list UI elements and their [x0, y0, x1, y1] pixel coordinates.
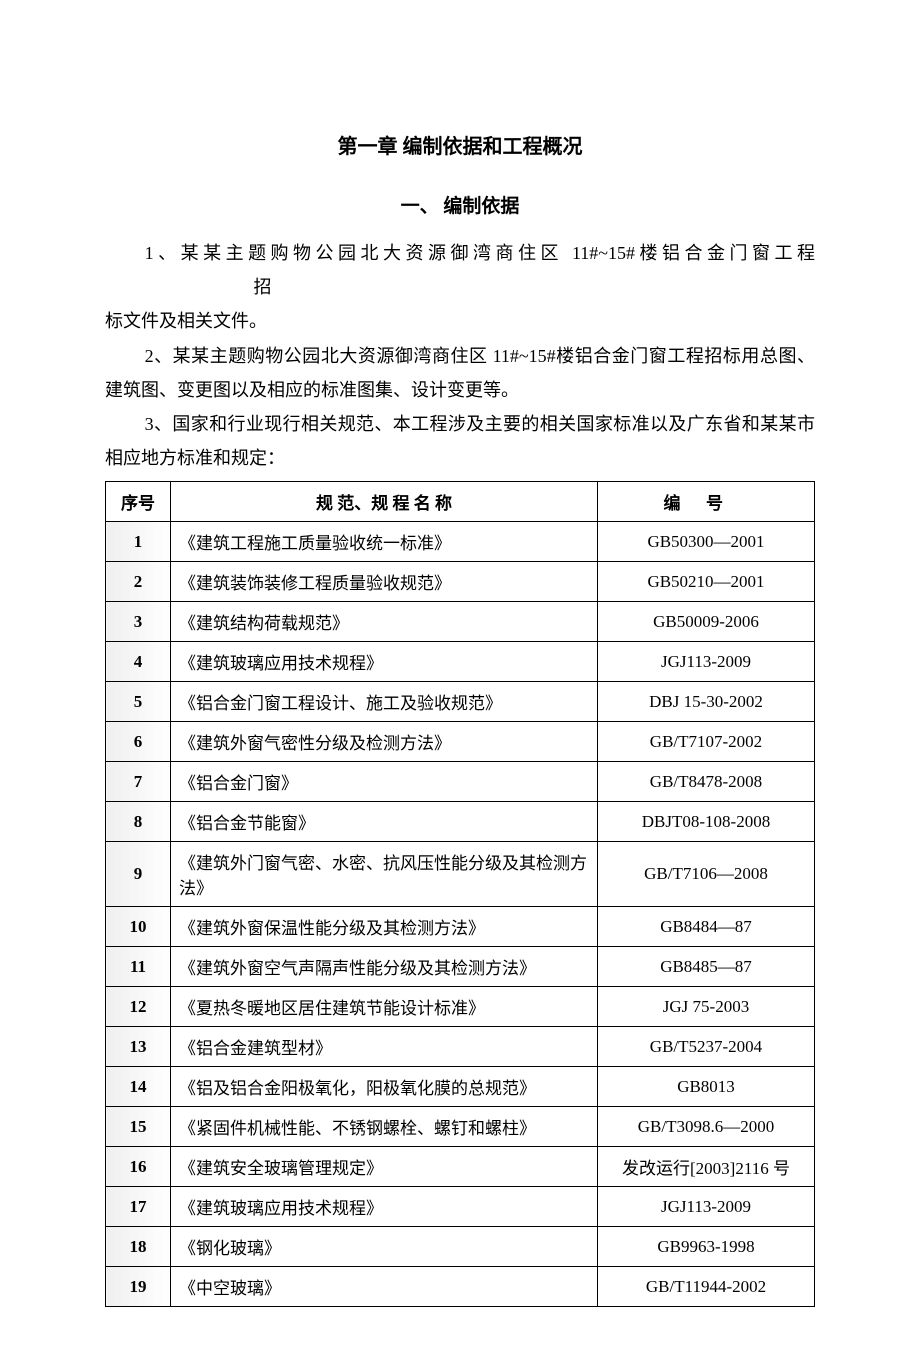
- paragraph-1-text-a: 1、某某主题购物公园北大资源御湾商住区 11#~15#楼铝合金门窗工程: [145, 243, 815, 263]
- table-row: 3《建筑结构荷载规范》GB50009-2006: [106, 602, 815, 642]
- table-cell-code: GB/T8478-2008: [598, 762, 815, 802]
- table-cell-seq: 4: [106, 642, 171, 682]
- table-cell-name: 《建筑外门窗气密、水密、抗风压性能分级及其检测方法》: [171, 842, 598, 907]
- table-row: 2《建筑装饰装修工程质量验收规范》GB50210—2001: [106, 562, 815, 602]
- table-row: 15《紧固件机械性能、不锈钢螺栓、螺钉和螺柱》GB/T3098.6—2000: [106, 1107, 815, 1147]
- chapter-title: 第一章 编制依据和工程概况: [105, 130, 815, 159]
- table-cell-code: GB/T7106—2008: [598, 842, 815, 907]
- table-row: 5《铝合金门窗工程设计、施工及验收规范》DBJ 15-30-2002: [106, 682, 815, 722]
- table-cell-name: 《建筑玻璃应用技术规程》: [171, 1187, 598, 1227]
- table-cell-seq: 9: [106, 842, 171, 907]
- table-row: 1《建筑工程施工质量验收统一标准》GB50300—2001: [106, 522, 815, 562]
- table-cell-name: 《建筑结构荷载规范》: [171, 602, 598, 642]
- table-cell-seq: 7: [106, 762, 171, 802]
- table-cell-name: 《铝合金节能窗》: [171, 802, 598, 842]
- table-cell-name: 《建筑安全玻璃管理规定》: [171, 1147, 598, 1187]
- paragraph-2: 2、某某主题购物公园北大资源御湾商住区 11#~15#楼铝合金门窗工程招标用总图…: [105, 339, 815, 407]
- table-cell-code: 发改运行[2003]2116 号: [598, 1147, 815, 1187]
- table-cell-code: GB/T3098.6—2000: [598, 1107, 815, 1147]
- table-cell-code: GB50210—2001: [598, 562, 815, 602]
- table-cell-seq: 14: [106, 1067, 171, 1107]
- table-cell-code: GB8485—87: [598, 947, 815, 987]
- table-row: 11《建筑外窗空气声隔声性能分级及其检测方法》GB8485—87: [106, 947, 815, 987]
- table-cell-code: DBJ 15-30-2002: [598, 682, 815, 722]
- table-cell-name: 《紧固件机械性能、不锈钢螺栓、螺钉和螺柱》: [171, 1107, 598, 1147]
- paragraph-1-cont: 标文件及相关文件。: [105, 304, 815, 338]
- table-cell-name: 《建筑玻璃应用技术规程》: [171, 642, 598, 682]
- table-cell-seq: 6: [106, 722, 171, 762]
- table-cell-code: GB/T11944-2002: [598, 1267, 815, 1307]
- table-cell-seq: 13: [106, 1027, 171, 1067]
- table-cell-seq: 11: [106, 947, 171, 987]
- table-row: 18《钢化玻璃》GB9963-1998: [106, 1227, 815, 1267]
- table-cell-name: 《建筑工程施工质量验收统一标准》: [171, 522, 598, 562]
- table-row: 4《建筑玻璃应用技术规程》JGJ113-2009: [106, 642, 815, 682]
- table-row: 10《建筑外窗保温性能分级及其检测方法》GB8484—87: [106, 907, 815, 947]
- table-cell-name: 《铝合金门窗工程设计、施工及验收规范》: [171, 682, 598, 722]
- section-title: 一、 编制依据: [105, 191, 815, 218]
- table-cell-code: GB8013: [598, 1067, 815, 1107]
- table-cell-name: 《建筑外窗空气声隔声性能分级及其检测方法》: [171, 947, 598, 987]
- table-cell-seq: 10: [106, 907, 171, 947]
- standards-table: 序号 规 范、规 程 名 称 编号 1《建筑工程施工质量验收统一标准》GB503…: [105, 481, 815, 1307]
- table-row: 6《建筑外窗气密性分级及检测方法》GB/T7107-2002: [106, 722, 815, 762]
- table-row: 16《建筑安全玻璃管理规定》发改运行[2003]2116 号: [106, 1147, 815, 1187]
- table-cell-seq: 19: [106, 1267, 171, 1307]
- table-cell-seq: 16: [106, 1147, 171, 1187]
- table-cell-code: JGJ113-2009: [598, 642, 815, 682]
- table-cell-seq: 15: [106, 1107, 171, 1147]
- table-cell-code: JGJ113-2009: [598, 1187, 815, 1227]
- table-cell-name: 《中空玻璃》: [171, 1267, 598, 1307]
- table-cell-seq: 17: [106, 1187, 171, 1227]
- table-cell-name: 《铝及铝合金阳极氧化，阳极氧化膜的总规范》: [171, 1067, 598, 1107]
- table-cell-code: GB50300—2001: [598, 522, 815, 562]
- table-row: 9《建筑外门窗气密、水密、抗风压性能分级及其检测方法》GB/T7106—2008: [106, 842, 815, 907]
- table-cell-name: 《建筑外窗气密性分级及检测方法》: [171, 722, 598, 762]
- table-cell-seq: 1: [106, 522, 171, 562]
- table-cell-code: GB50009-2006: [598, 602, 815, 642]
- table-cell-seq: 3: [106, 602, 171, 642]
- table-cell-code: GB9963-1998: [598, 1227, 815, 1267]
- document-page: 第一章 编制依据和工程概况 一、 编制依据 1、某某主题购物公园北大资源御湾商住…: [0, 0, 920, 1367]
- table-header-seq: 序号: [106, 482, 171, 522]
- table-header-name: 规 范、规 程 名 称: [171, 482, 598, 522]
- table-cell-code: GB/T5237-2004: [598, 1027, 815, 1067]
- table-cell-code: DBJT08-108-2008: [598, 802, 815, 842]
- table-row: 17《建筑玻璃应用技术规程》JGJ113-2009: [106, 1187, 815, 1227]
- paragraph-3: 3、国家和行业现行相关规范、本工程涉及主要的相关国家标准以及广东省和某某市相应地…: [105, 407, 815, 475]
- table-row: 8《铝合金节能窗》DBJT08-108-2008: [106, 802, 815, 842]
- table-row: 7《铝合金门窗》GB/T8478-2008: [106, 762, 815, 802]
- table-cell-seq: 18: [106, 1227, 171, 1267]
- paragraph-1: 1、某某主题购物公园北大资源御湾商住区 11#~15#楼铝合金门窗工程 招: [105, 236, 815, 304]
- table-cell-name: 《铝合金门窗》: [171, 762, 598, 802]
- table-cell-seq: 8: [106, 802, 171, 842]
- table-cell-code: GB/T7107-2002: [598, 722, 815, 762]
- table-header-row: 序号 规 范、规 程 名 称 编号: [106, 482, 815, 522]
- table-cell-name: 《建筑装饰装修工程质量验收规范》: [171, 562, 598, 602]
- table-row: 14《铝及铝合金阳极氧化，阳极氧化膜的总规范》GB8013: [106, 1067, 815, 1107]
- table-row: 12《夏热冬暖地区居住建筑节能设计标准》JGJ 75-2003: [106, 987, 815, 1027]
- table-cell-seq: 2: [106, 562, 171, 602]
- table-row: 13《铝合金建筑型材》GB/T5237-2004: [106, 1027, 815, 1067]
- table-header-code: 编号: [598, 482, 815, 522]
- paragraph-1-text-b: 招: [254, 277, 272, 297]
- table-cell-seq: 12: [106, 987, 171, 1027]
- table-cell-name: 《钢化玻璃》: [171, 1227, 598, 1267]
- table-cell-code: GB8484—87: [598, 907, 815, 947]
- table-body: 1《建筑工程施工质量验收统一标准》GB50300—20012《建筑装饰装修工程质…: [106, 522, 815, 1307]
- table-cell-name: 《铝合金建筑型材》: [171, 1027, 598, 1067]
- table-cell-seq: 5: [106, 682, 171, 722]
- table-cell-code: JGJ 75-2003: [598, 987, 815, 1027]
- table-cell-name: 《夏热冬暖地区居住建筑节能设计标准》: [171, 987, 598, 1027]
- table-row: 19《中空玻璃》GB/T11944-2002: [106, 1267, 815, 1307]
- table-cell-name: 《建筑外窗保温性能分级及其检测方法》: [171, 907, 598, 947]
